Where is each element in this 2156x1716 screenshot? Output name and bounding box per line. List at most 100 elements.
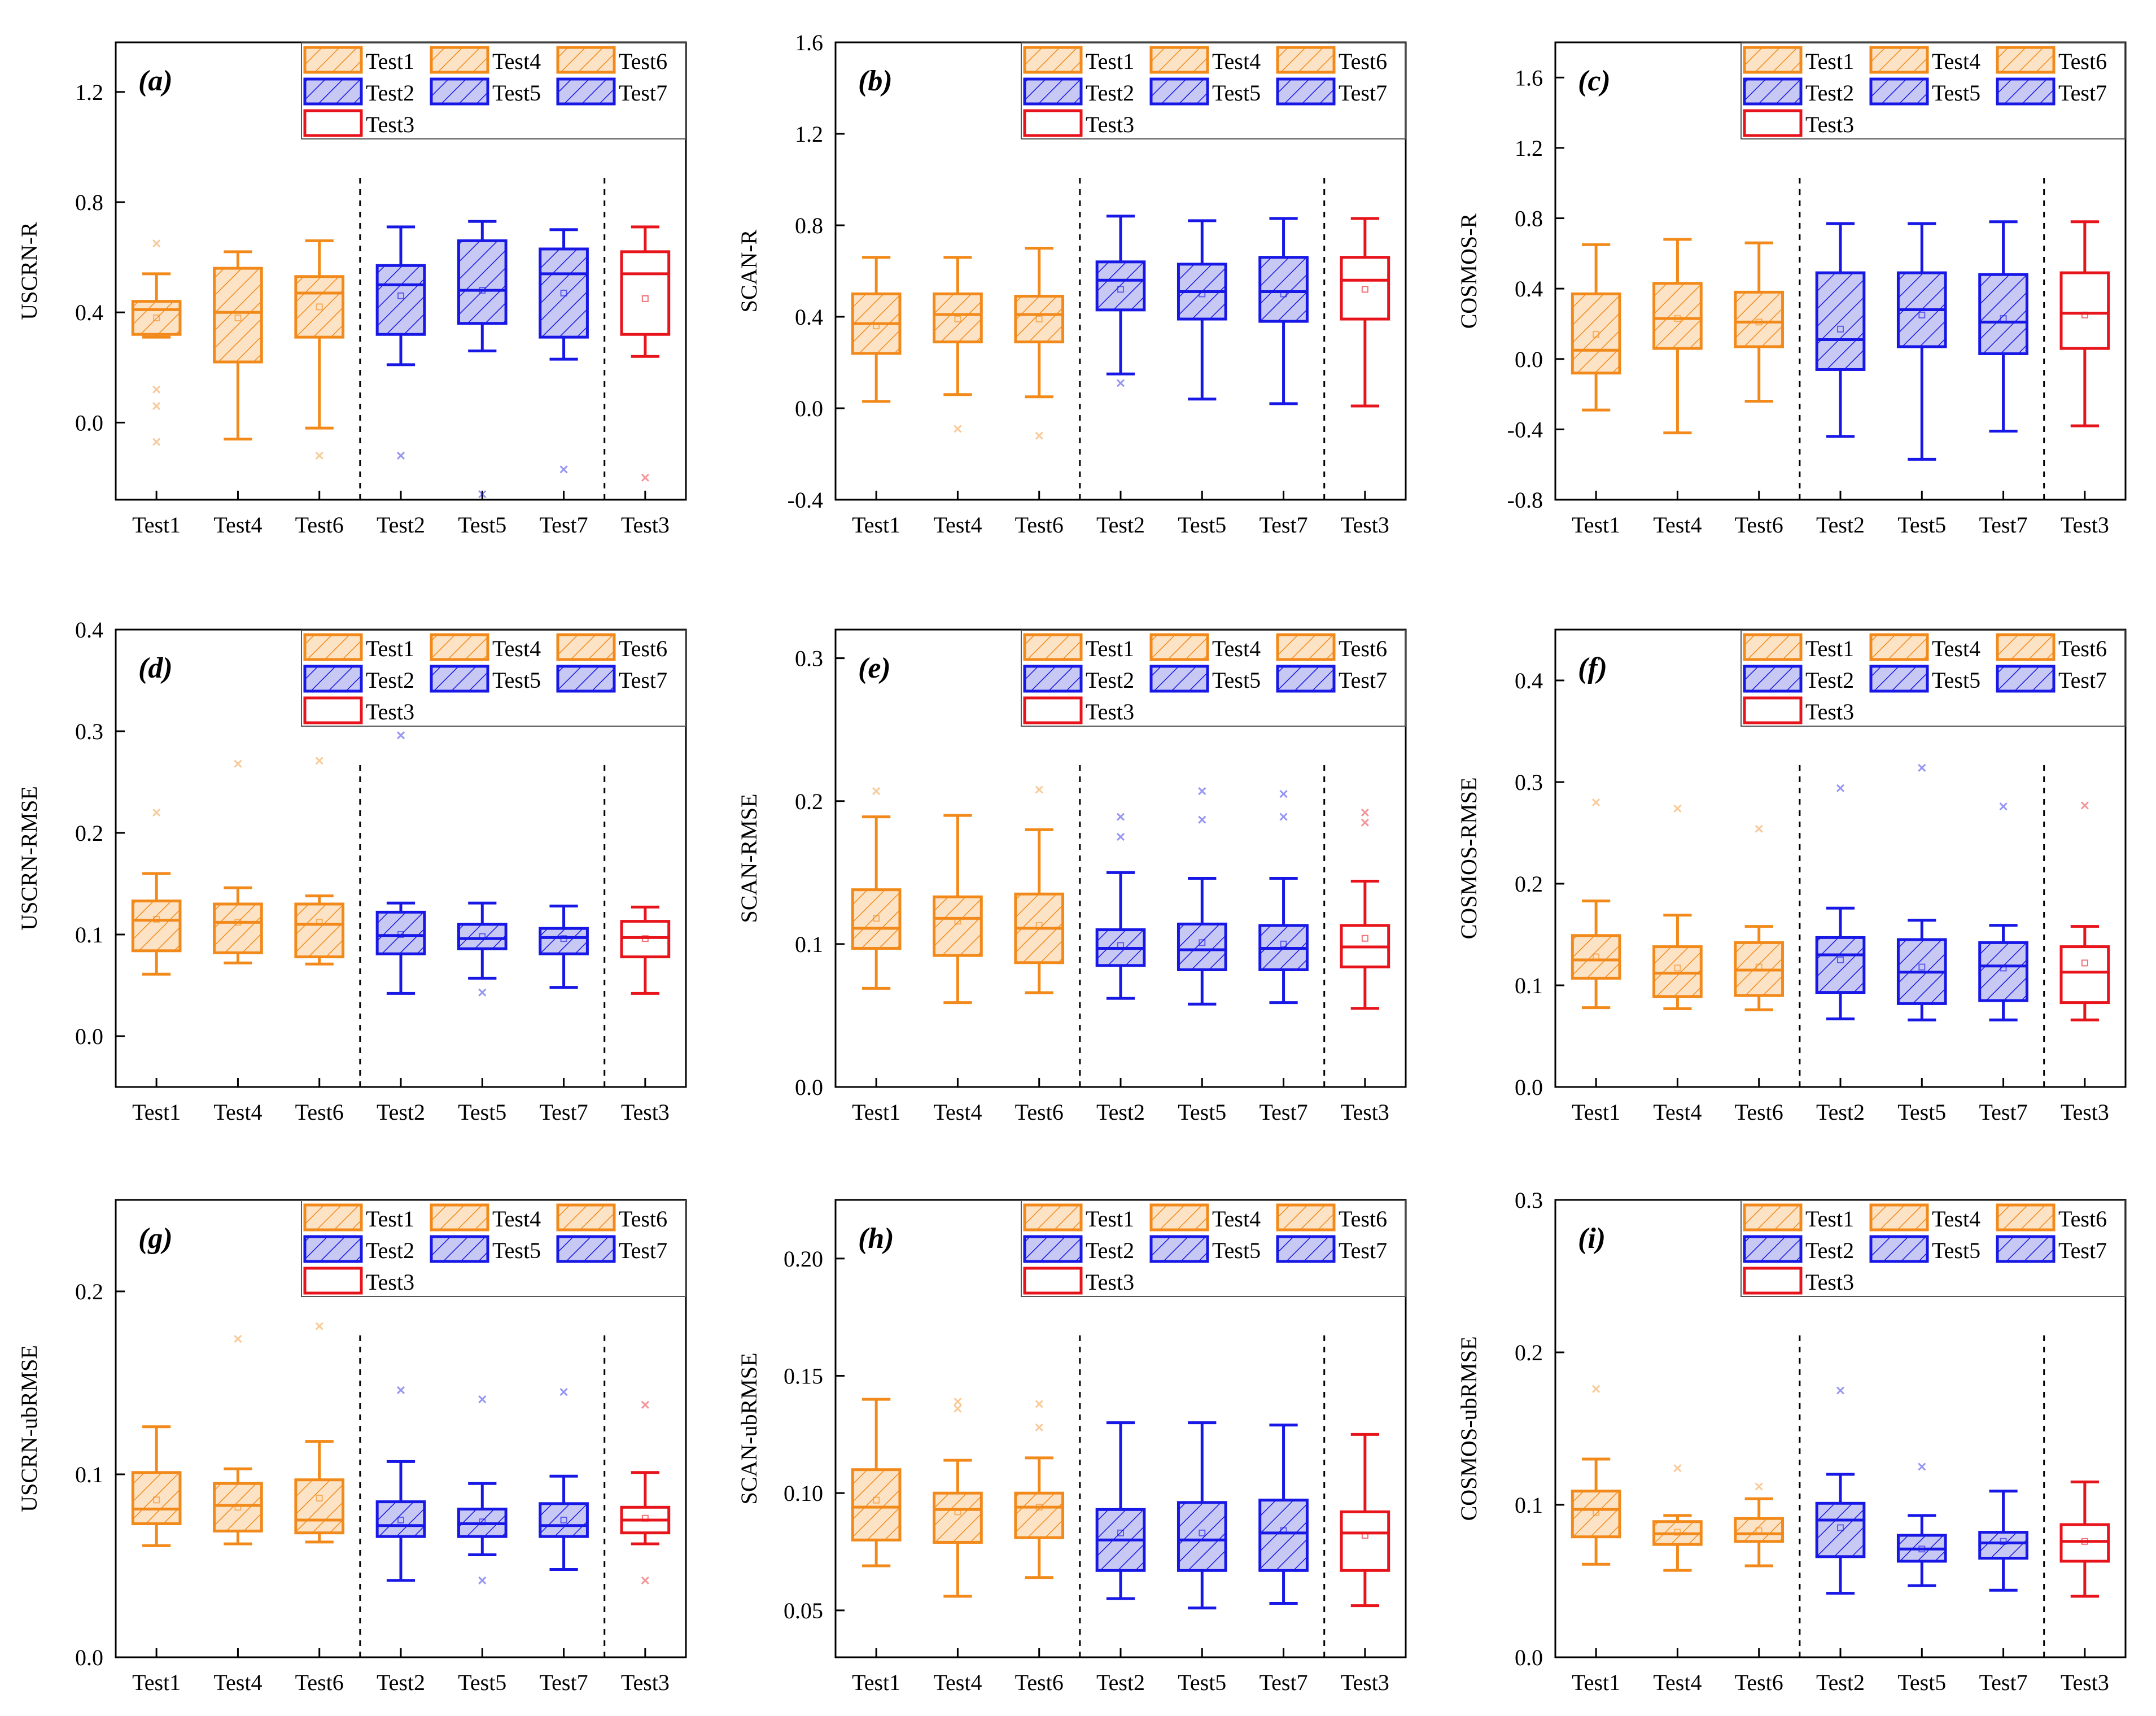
box-iqr [933, 895, 983, 957]
x-tick-label: Test1 [852, 512, 900, 538]
mean-marker [954, 316, 961, 323]
box-test7 [1258, 1424, 1309, 1605]
outlier-marker [315, 757, 323, 765]
mean-marker [2081, 311, 2088, 318]
y-tick-label: 0.4 [1515, 276, 1543, 302]
legend-swatch [1149, 633, 1209, 661]
mean-marker [2000, 1538, 2007, 1545]
mean-marker [1361, 286, 1368, 293]
x-tick-label: Test2 [377, 1670, 425, 1695]
y-tick-label: 0.1 [75, 922, 103, 947]
y-tick-label: 0.4 [75, 617, 103, 643]
legend-item-test6: Test6 [1276, 633, 1387, 661]
outlier-marker [1673, 1464, 1682, 1473]
outlier-marker [478, 1576, 487, 1584]
panel-label: (i) [1578, 1222, 1606, 1255]
outlier-marker [1279, 813, 1288, 821]
legend-frame [1021, 42, 1406, 139]
legend-swatch [1023, 77, 1083, 106]
legend-swatch [1869, 1203, 1929, 1232]
legend-swatch [1743, 1267, 1803, 1295]
legend-swatch [1276, 665, 1336, 693]
legend: Test1 Test4 Test6 Test2 Test5 Test7 Test3 [1740, 630, 2126, 727]
outlier-marker [1035, 785, 1043, 794]
box-iqr [933, 1491, 983, 1544]
y-tick-label: 0.8 [75, 190, 103, 215]
y-tick-label: 0.8 [1515, 206, 1543, 232]
box-test1 [1571, 243, 1621, 412]
legend-item-test2: Test2 [1023, 1235, 1134, 1263]
chart-panel-b: -0.4 0.0 0.4 0.8 1.2 1.6 SCAN-R Test1 Test4 Test6… [736, 30, 1407, 538]
legend-label: Test2 [1086, 667, 1134, 693]
legend-item-test5: Test5 [1149, 665, 1261, 693]
y-tick-label: 0.0 [1515, 347, 1543, 372]
box-test7 [539, 1388, 589, 1571]
mean-marker [2081, 959, 2088, 967]
legend: Test1 Test4 Test6 Test2 Test5 Test7 Test3 [301, 1200, 686, 1297]
box-test4 [213, 250, 263, 441]
legend-label: Test4 [1932, 636, 1980, 661]
panel-label: (d) [138, 652, 173, 684]
y-axis-label: SCAN-ubRMSE [736, 1353, 762, 1505]
box-iqr [2059, 1523, 2110, 1563]
box-iqr [131, 900, 182, 953]
legend-item-test3: Test3 [303, 1267, 414, 1295]
outlier-marker [152, 402, 161, 411]
x-tick-label: Test1 [1572, 1099, 1620, 1125]
legend-item-test2: Test2 [1743, 665, 1854, 693]
box-iqr [851, 888, 902, 950]
box-test5 [1896, 1462, 1947, 1587]
legend: Test1 Test4 Test6 Test2 Test5 Test7 Test3 [301, 42, 686, 139]
x-tick-label: Test3 [621, 1099, 670, 1125]
legend-swatch [556, 665, 616, 693]
x-tick-label: Test2 [1096, 1670, 1145, 1695]
y-tick-label: 0.0 [795, 1075, 823, 1100]
box-iqr [1258, 1499, 1309, 1572]
mean-marker [1593, 331, 1600, 338]
x-tick-label: Test6 [295, 512, 344, 538]
box-iqr [1014, 1491, 1065, 1539]
legend-label: Test2 [1086, 1238, 1134, 1263]
panel-label: (e) [858, 652, 891, 684]
legend-swatch [1023, 1203, 1083, 1232]
y-tick-label: 0.2 [795, 789, 823, 814]
legend-swatch [1023, 1235, 1083, 1263]
x-tick-label: Test5 [1178, 1099, 1226, 1125]
legend-label: Test2 [366, 667, 414, 693]
y-tick-label: 0.0 [75, 1645, 103, 1670]
legend-swatch [1023, 665, 1083, 693]
mean-marker [316, 1495, 323, 1502]
legend-label: Test6 [2058, 636, 2107, 661]
x-tick-label: Test2 [377, 512, 425, 538]
panel-label: (c) [1578, 65, 1611, 97]
legend-item-test3: Test3 [1743, 109, 1854, 137]
box-iqr [1978, 1531, 2028, 1560]
legend-label: Test6 [1339, 636, 1387, 661]
box-iqr [1815, 271, 1866, 371]
x-tick-label: Test5 [458, 512, 506, 538]
legend-item-test3: Test3 [303, 109, 414, 137]
mean-marker [641, 1514, 649, 1522]
mean-marker [234, 919, 242, 926]
legend-swatch [303, 109, 363, 137]
legend-label: Test7 [1339, 80, 1387, 106]
box-iqr [2059, 945, 2110, 1005]
x-tick-label: Test1 [852, 1099, 900, 1125]
mean-marker [954, 1508, 961, 1516]
box-iqr [1734, 1517, 1785, 1543]
x-tick-label: Test5 [1178, 1670, 1226, 1695]
box-iqr [620, 250, 671, 336]
legend-swatch [1743, 109, 1803, 137]
legend-item-test7: Test7 [1996, 665, 2107, 693]
legend-item-test4: Test4 [1869, 633, 1980, 661]
outlier-marker [478, 988, 487, 997]
x-tick-label: Test7 [1979, 512, 2028, 538]
box-test5 [1896, 222, 1947, 461]
x-tick-label: Test2 [1816, 1099, 1865, 1125]
box-test1 [131, 808, 182, 976]
y-tick-label: 0.3 [795, 646, 823, 671]
legend-item-test6: Test6 [1996, 1203, 2107, 1232]
y-axis-label: SCAN-R [736, 229, 762, 312]
